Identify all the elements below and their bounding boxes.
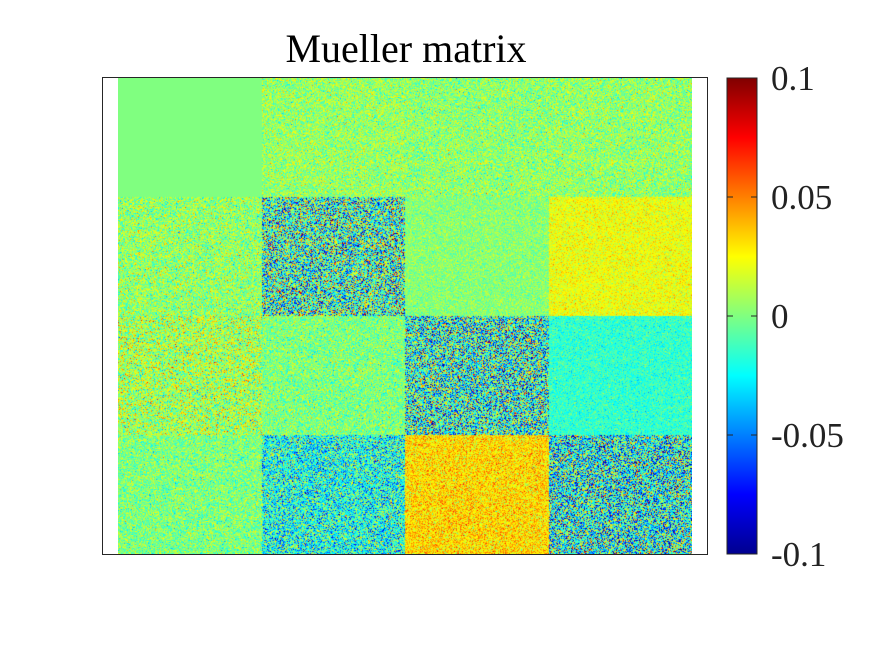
colorbar-tick-label: 0.05 bbox=[771, 178, 832, 217]
chart-title: Mueller matrix bbox=[285, 26, 526, 71]
colorbar-tick-label: -0.05 bbox=[771, 416, 844, 455]
colorbar-tick-label: -0.1 bbox=[771, 535, 826, 574]
colorbar-ticks: 0.1 0.05 0 -0.05 -0.1 bbox=[727, 59, 844, 574]
heatmap-canvas bbox=[118, 78, 692, 554]
colorbar: 0.1 0.05 0 -0.05 -0.1 bbox=[726, 59, 844, 574]
colorbar-tick-label: 0 bbox=[771, 297, 789, 336]
colorbar-tick-label: 0.1 bbox=[771, 59, 815, 98]
heatmap bbox=[118, 78, 692, 554]
